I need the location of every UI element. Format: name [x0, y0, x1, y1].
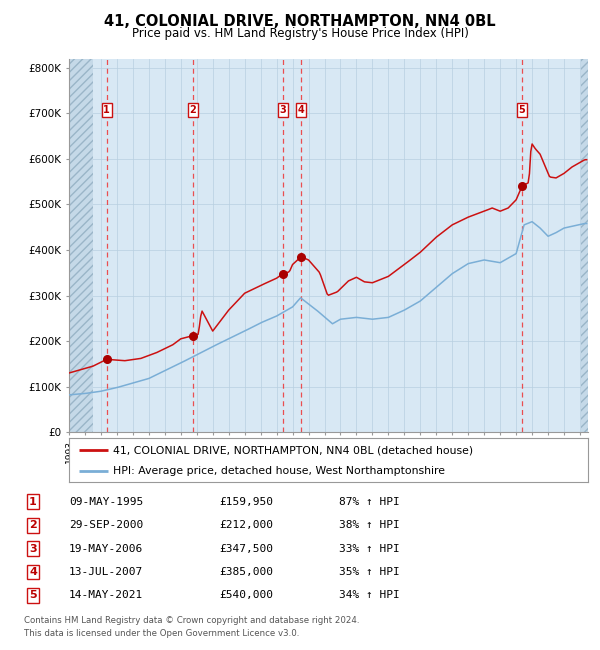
Text: 2: 2 — [29, 520, 37, 530]
Text: 41, COLONIAL DRIVE, NORTHAMPTON, NN4 0BL (detached house): 41, COLONIAL DRIVE, NORTHAMPTON, NN4 0BL… — [113, 445, 473, 456]
Text: £347,500: £347,500 — [219, 543, 273, 554]
Text: 87% ↑ HPI: 87% ↑ HPI — [339, 497, 400, 507]
Text: 1: 1 — [103, 105, 110, 115]
Text: 1: 1 — [29, 497, 37, 507]
Text: 19-MAY-2006: 19-MAY-2006 — [69, 543, 143, 554]
Text: This data is licensed under the Open Government Licence v3.0.: This data is licensed under the Open Gov… — [24, 629, 299, 638]
Text: 3: 3 — [279, 105, 286, 115]
Text: 14-MAY-2021: 14-MAY-2021 — [69, 590, 143, 601]
Text: 41, COLONIAL DRIVE, NORTHAMPTON, NN4 0BL: 41, COLONIAL DRIVE, NORTHAMPTON, NN4 0BL — [104, 14, 496, 29]
Text: 34% ↑ HPI: 34% ↑ HPI — [339, 590, 400, 601]
Text: £385,000: £385,000 — [219, 567, 273, 577]
Text: 3: 3 — [29, 543, 37, 554]
Text: £212,000: £212,000 — [219, 520, 273, 530]
Text: 33% ↑ HPI: 33% ↑ HPI — [339, 543, 400, 554]
Text: 5: 5 — [29, 590, 37, 601]
Text: £540,000: £540,000 — [219, 590, 273, 601]
Bar — [581, 58, 588, 432]
Bar — [69, 58, 93, 432]
Text: 09-MAY-1995: 09-MAY-1995 — [69, 497, 143, 507]
Text: Contains HM Land Registry data © Crown copyright and database right 2024.: Contains HM Land Registry data © Crown c… — [24, 616, 359, 625]
Text: 35% ↑ HPI: 35% ↑ HPI — [339, 567, 400, 577]
Text: 38% ↑ HPI: 38% ↑ HPI — [339, 520, 400, 530]
Text: 4: 4 — [29, 567, 37, 577]
Text: HPI: Average price, detached house, West Northamptonshire: HPI: Average price, detached house, West… — [113, 466, 445, 476]
Text: £159,950: £159,950 — [219, 497, 273, 507]
Text: 13-JUL-2007: 13-JUL-2007 — [69, 567, 143, 577]
Text: Price paid vs. HM Land Registry's House Price Index (HPI): Price paid vs. HM Land Registry's House … — [131, 27, 469, 40]
Text: 2: 2 — [190, 105, 196, 115]
Text: 5: 5 — [518, 105, 526, 115]
Text: 4: 4 — [298, 105, 304, 115]
Text: 29-SEP-2000: 29-SEP-2000 — [69, 520, 143, 530]
